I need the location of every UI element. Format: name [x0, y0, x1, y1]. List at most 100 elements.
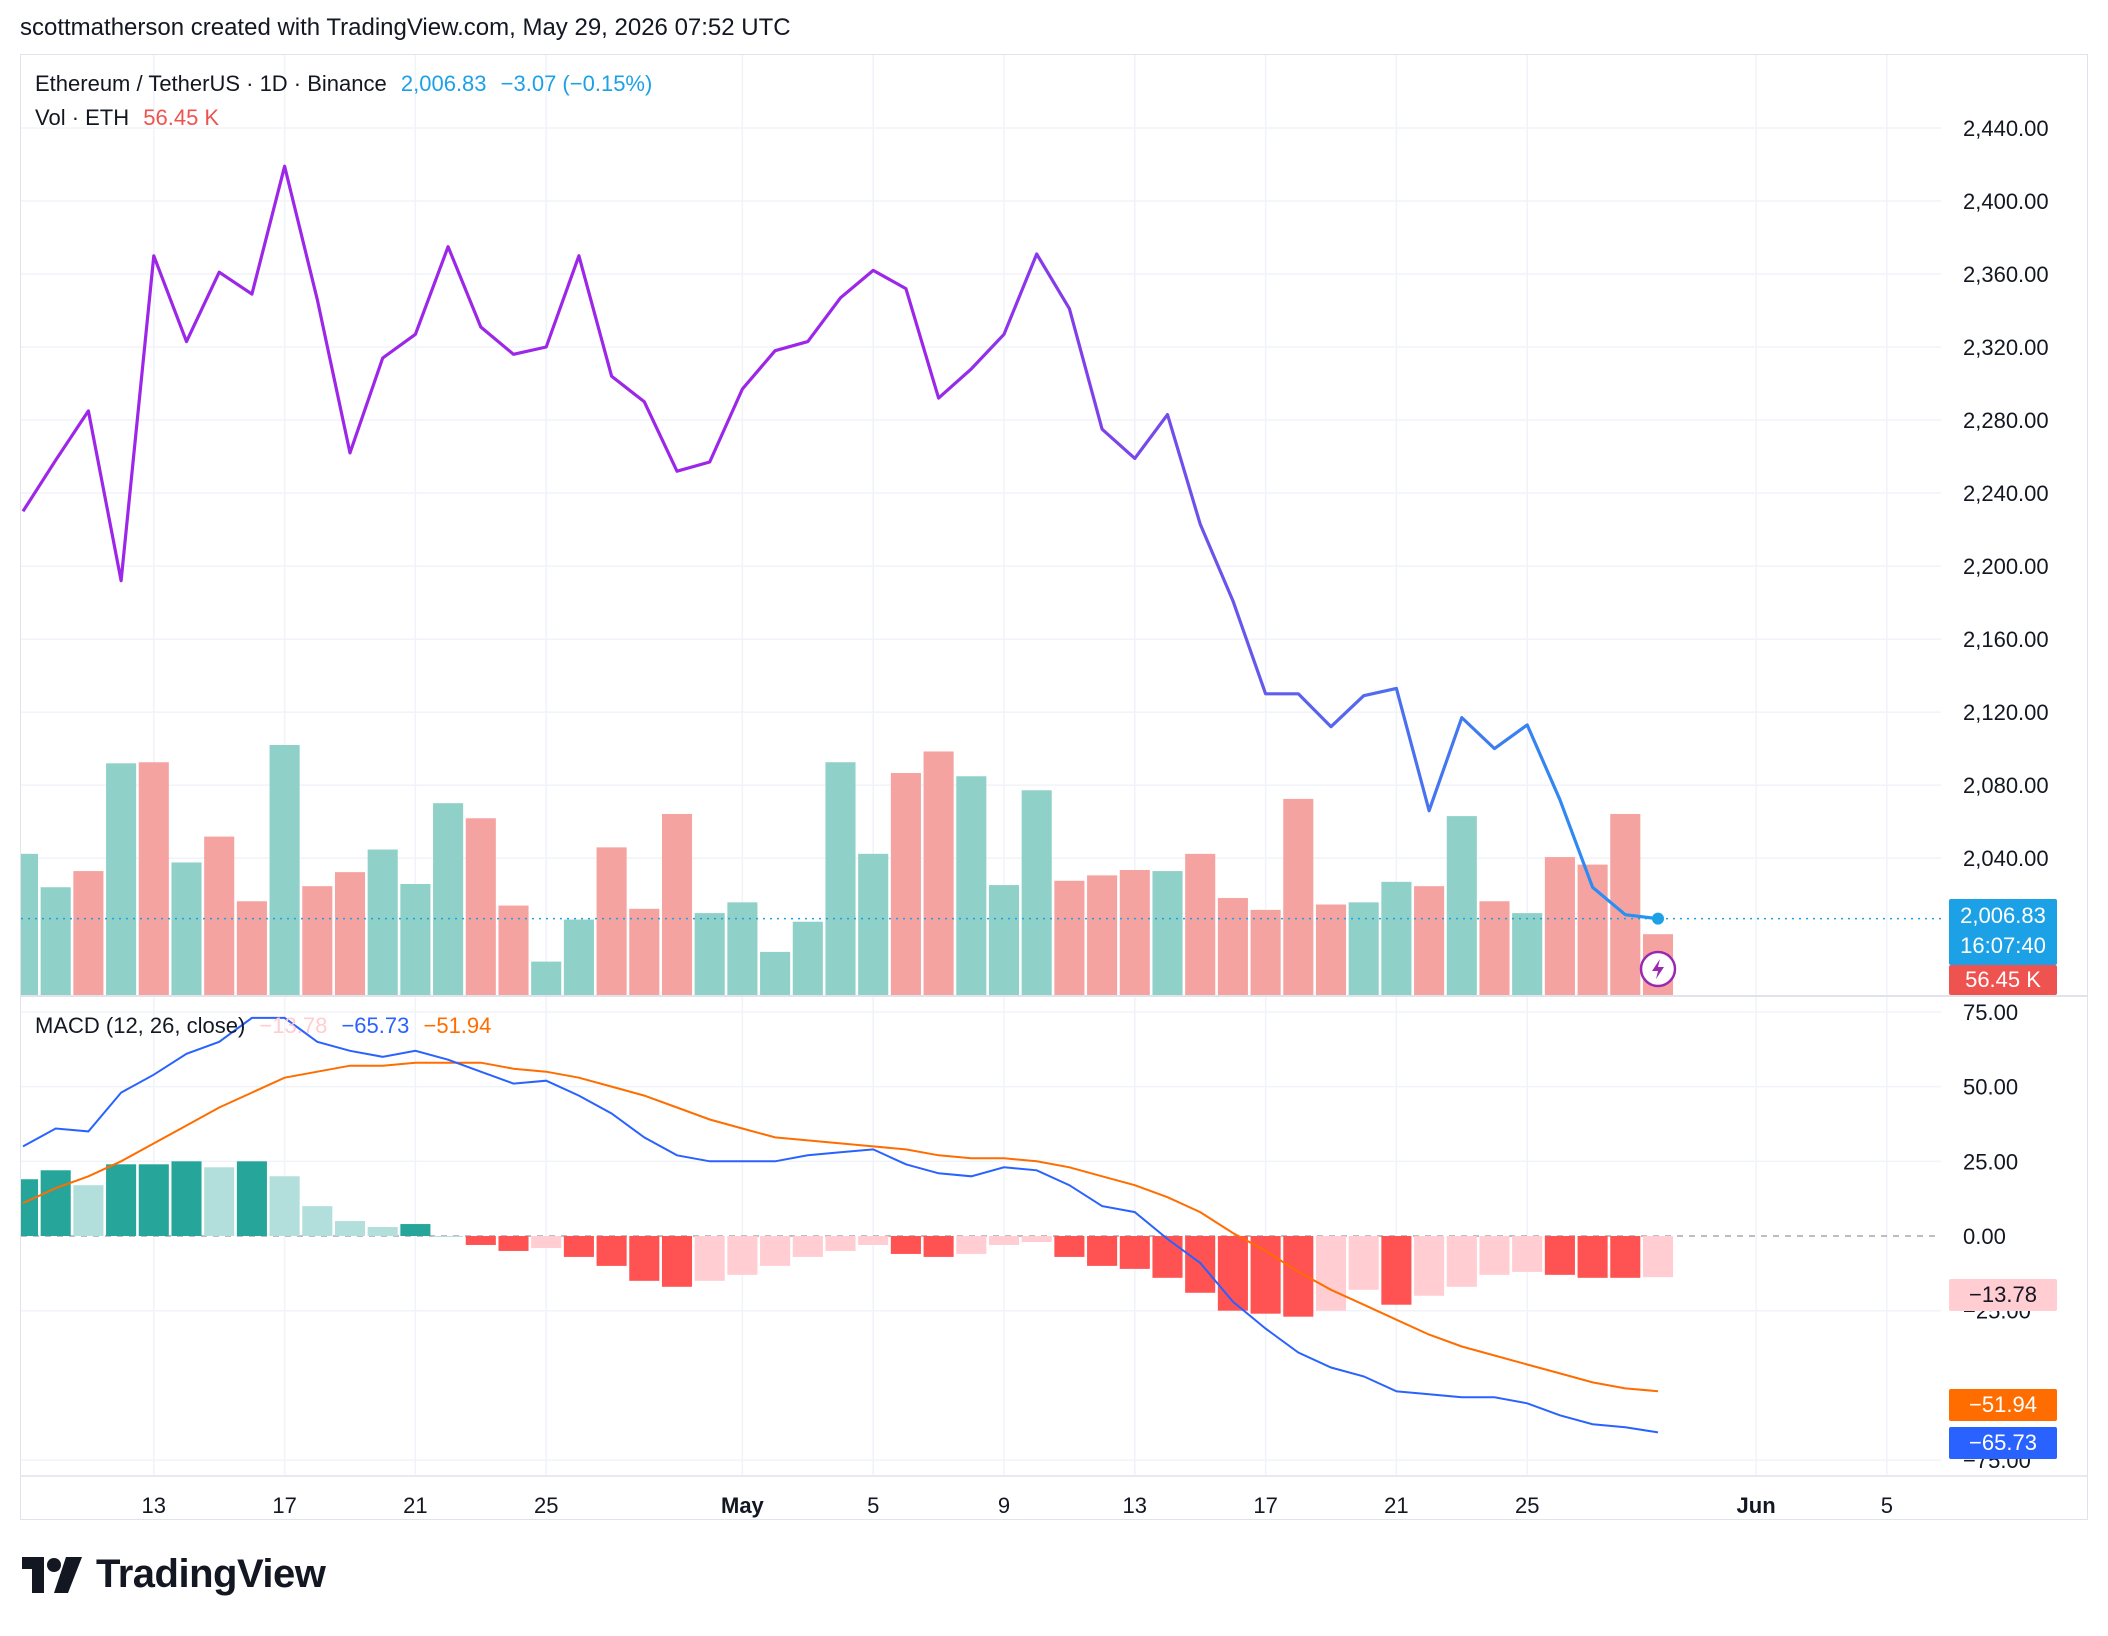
- macd-hist-bar-34: [1119, 1236, 1150, 1269]
- volume-bar-41: [1348, 902, 1379, 995]
- volume-bar-26: [858, 853, 889, 995]
- flash-icon-bolt: [1652, 959, 1664, 979]
- x-tick-label-2: 21: [403, 1493, 427, 1518]
- y-tick-label-8: 2,120.00: [1963, 700, 2049, 725]
- volume-bar-37: [1217, 898, 1248, 995]
- macd-y-tick-label-0: 75.00: [1963, 1000, 2018, 1025]
- volume-bar-12: [400, 884, 431, 995]
- volume-bar-35: [1152, 871, 1183, 995]
- volume-bar-6: [204, 836, 235, 995]
- volume-bar-32: [1054, 880, 1085, 995]
- macd-hist-bar-35: [1152, 1236, 1183, 1278]
- legend-volume[interactable]: Vol · ETH 56.45 K: [35, 105, 227, 131]
- chart-frame[interactable]: 13 17 21 25 May 5 9 13 17 21 25 Jun 5 2,440.00 2,400.0…: [20, 54, 2088, 1520]
- gridlines: [21, 55, 2087, 1477]
- volume-bar-19: [629, 908, 660, 995]
- volume-bar-8: [269, 745, 300, 995]
- legend-macd-value: −65.73: [341, 1013, 410, 1038]
- volume-bar-16: [531, 961, 562, 995]
- macd-hist-bar-43: [1414, 1236, 1445, 1296]
- volume-bar-2: [73, 871, 104, 995]
- macd-y-tick-label-1: 50.00: [1963, 1075, 2018, 1100]
- macd-hist-bar-46: [1512, 1236, 1543, 1272]
- macd-hist-bar-12: [400, 1224, 431, 1236]
- hist-tag: −13.78: [1949, 1279, 2057, 1311]
- y-tick-label-6: 2,200.00: [1963, 554, 2049, 579]
- volume-bar-0: [21, 853, 39, 995]
- volume-bar-47: [1544, 857, 1575, 995]
- macd-hist-bar-2: [73, 1185, 104, 1236]
- legend-change: −3.07 (−0.15%): [500, 71, 653, 96]
- macd-hist-bar-40: [1315, 1236, 1347, 1311]
- legend-macd[interactable]: MACD (12, 26, close) −13.78 −65.73 −51.9…: [35, 1013, 499, 1039]
- volume-bar-39: [1283, 798, 1314, 995]
- macd-y-tick-label-3: 0.00: [1963, 1224, 2006, 1249]
- volume-bar-44: [1446, 816, 1477, 995]
- signal-tag: −51.94: [1949, 1389, 2057, 1421]
- y-tick-label-7: 2,160.00: [1963, 627, 2049, 652]
- y-tick-label-10: 2,040.00: [1963, 846, 2049, 871]
- legend-macd-label[interactable]: MACD (12, 26, close): [35, 1013, 246, 1038]
- chart-canvas[interactable]: 13 17 21 25 May 5 9 13 17 21 25 Jun 5 2,440.00 2,400.0…: [21, 55, 2087, 1519]
- x-tick-label-3: 25: [534, 1493, 558, 1518]
- macd-hist-bar-10: [334, 1221, 366, 1236]
- y-tick-label-3: 2,320.00: [1963, 335, 2049, 360]
- volume-bar-10: [334, 872, 366, 995]
- macd-pane: [21, 1016, 1941, 1434]
- macd-hist-bar-50: [1642, 1236, 1674, 1278]
- volume-tag: 56.45 K: [1949, 965, 2057, 995]
- macd-hist-bar-30: [988, 1236, 1020, 1245]
- volume-bar-33: [1087, 875, 1118, 995]
- legend-volume-label[interactable]: Vol · ETH: [35, 105, 130, 130]
- x-tick-label-11: Jun: [1737, 1493, 1776, 1518]
- macd-hist-bar-19: [629, 1236, 660, 1281]
- legend-price: 2,006.83: [400, 71, 487, 96]
- macd-hist-bar-24: [792, 1236, 823, 1257]
- macd-hist-bar-4: [138, 1164, 169, 1236]
- volume-bars: [21, 745, 1674, 995]
- macd-hist-bar-5: [171, 1161, 202, 1236]
- volume-bar-46: [1512, 913, 1543, 995]
- y-tick-label-5: 2,240.00: [1963, 481, 2049, 506]
- macd-hist-bar-18: [596, 1236, 627, 1266]
- tradingview-logo-icon: [22, 1556, 82, 1593]
- last-price-tag: 2,006.83 16:07:40: [1949, 899, 2057, 965]
- macd-line: [22, 1016, 1659, 1434]
- macd-hist-bar-45: [1479, 1236, 1510, 1275]
- y-tick-label-0: 2,440.00: [1963, 116, 2049, 141]
- volume-bar-7: [236, 901, 267, 995]
- volume-bar-23: [760, 951, 791, 995]
- x-tick-label-10: 25: [1515, 1493, 1539, 1518]
- macd-hist-bar-44: [1446, 1236, 1477, 1287]
- macd-hist-bar-7: [236, 1161, 267, 1236]
- legend-volume-value: 56.45 K: [143, 105, 220, 130]
- y-tick-label-1: 2,400.00: [1963, 189, 2049, 214]
- macd-hist-bar-1: [40, 1170, 71, 1236]
- last-price-dot: [1652, 912, 1664, 925]
- chart-credit: scottmatherson created with TradingView.…: [20, 14, 791, 41]
- y-tick-label-9: 2,080.00: [1963, 773, 2049, 798]
- volume-bar-20: [661, 813, 693, 995]
- macd-hist-bar-47: [1544, 1236, 1575, 1275]
- macd-hist-bar-37: [1217, 1236, 1248, 1311]
- volume-bar-25: [825, 762, 856, 995]
- x-tick-label-9: 21: [1384, 1493, 1408, 1518]
- macd-hist-bar-22: [727, 1236, 758, 1275]
- legend-macd-hist: −13.78: [259, 1013, 328, 1038]
- volume-bar-9: [302, 886, 333, 995]
- volume-bar-24: [792, 921, 823, 995]
- volume-bar-42: [1381, 881, 1412, 995]
- macd-hist-bar-26: [858, 1236, 889, 1245]
- tradingview-logo[interactable]: TradingView: [22, 1552, 326, 1597]
- legend-main[interactable]: Ethereum / TetherUS · 1D · Binance 2,006…: [35, 71, 660, 97]
- macd-hist-bar-8: [269, 1176, 300, 1236]
- macd-hist-bar-11: [367, 1227, 398, 1236]
- legend-symbol[interactable]: Ethereum / TetherUS · 1D · Binance: [35, 71, 387, 96]
- signal-line: [22, 1061, 1659, 1393]
- price-line: [21, 164, 1659, 921]
- macd-hist-bar-33: [1087, 1236, 1118, 1266]
- macd-hist-bar-29: [956, 1236, 987, 1254]
- macd-hist-bar-21: [694, 1236, 725, 1281]
- macd-hist-bar-13: [433, 1236, 464, 1237]
- macd-hist-bar-9: [302, 1206, 333, 1236]
